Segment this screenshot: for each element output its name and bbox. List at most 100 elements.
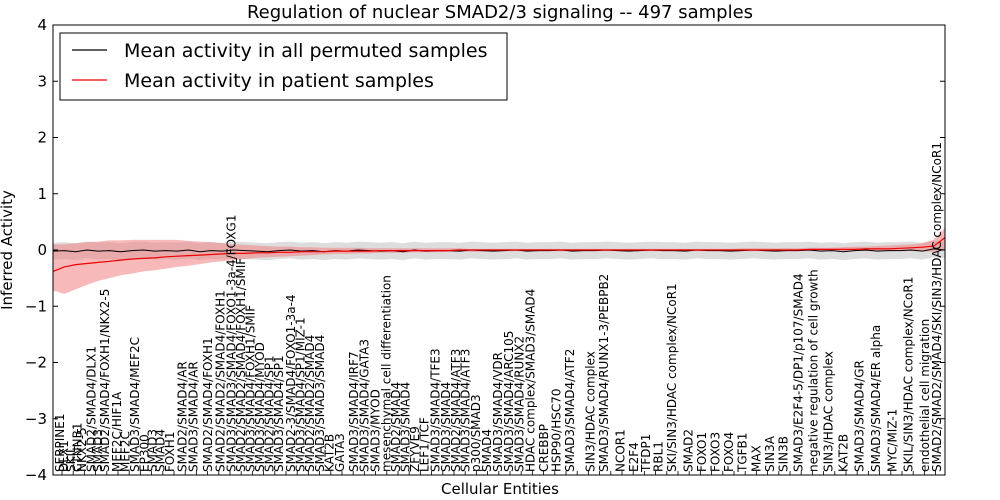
y-tick-label: 3 — [37, 72, 47, 90]
y-tick-label: 4 — [37, 16, 47, 34]
entity-label: SMAD3/SMAD4/VDR — [491, 352, 505, 472]
y-tick-label: −3 — [25, 410, 47, 428]
entity-label: SMAD3/SMAD4/SP1/MIZ-1 — [294, 317, 308, 472]
x-axis — [61, 471, 936, 475]
entity-label: SMAD3/SMAD4/FOXH1/SMIF — [243, 305, 257, 472]
entity-labels: SERPINE1DLX1SKILCTNNB1NKX2-5SMAD2/SMAD4/… — [53, 142, 944, 473]
entity-label: SIN3B — [777, 436, 791, 472]
y-tick-label: −1 — [25, 297, 47, 315]
entity-label: SMAD2/SMAD4/FOXH1 — [201, 337, 215, 472]
entity-label: CREBBP — [537, 424, 551, 472]
entity-label: HDAC complex/SMAD3/SMAD4 — [524, 289, 538, 472]
entity-label: FOXO4 — [722, 432, 736, 472]
entity-label: SMAD2/SMAD2/SMAD4/FOXH1/SMIF — [234, 258, 248, 472]
entity-label: SMAD3/SMAD4/AR — [186, 361, 200, 472]
legend-label-permuted: Mean activity in all permuted samples — [124, 40, 487, 62]
entity-label: DLX1 — [57, 440, 71, 472]
entity-label: SMAD3/E2F4-5/DP1/p107/SMAD4 — [792, 273, 806, 472]
entity-label: SMAD4 — [480, 429, 494, 472]
entity-label: FOXO1 — [695, 432, 709, 472]
entity-label: MEF2C/HIF1A — [110, 391, 124, 472]
y-tick-label: 0 — [37, 241, 47, 259]
entity-label: NCOR1 — [613, 429, 627, 472]
entity-label: SIN3A — [763, 435, 777, 472]
chart-title: Regulation of nuclear SMAD2/3 signaling … — [247, 2, 753, 23]
legend: Mean activity in all permuted samples Me… — [59, 32, 508, 101]
entity-label: LEF1/TCF — [418, 417, 432, 472]
entity-label: p300/SMAD3 — [469, 394, 483, 472]
entity-label: SKIL — [64, 446, 78, 472]
entity-label: SMAD2/SMAD4/DLX1 — [84, 346, 98, 472]
entity-label: SMAD3/SMAD4/SP1 — [272, 355, 286, 472]
entity-label: SMAD2/SMAD4/FOXH1/NKX2-5 — [98, 289, 112, 472]
entity-label: endothelial cell migration — [918, 319, 932, 472]
entity-label: SKIL/SIN3/HDAC complex/NCoR1 — [902, 277, 916, 472]
entity-label: SMAD3 — [91, 429, 105, 472]
entity-label: KAT2B — [836, 434, 850, 472]
entity-label: MYC/MIZ-1 — [885, 409, 899, 472]
patient-mean-line — [53, 237, 945, 272]
entity-label: SMAD3/SMAD4/TFE3 — [428, 348, 442, 472]
legend-box — [59, 32, 508, 101]
entity-label: KAT2B — [322, 434, 336, 472]
entity-label: NKX2-5 — [75, 427, 89, 472]
entity-label: SMAD2/SMAD4/ATF3 — [449, 349, 463, 472]
entity-label: MEF2C — [118, 431, 132, 472]
entity-label: SMAD3/SMAD4/MYOD — [253, 342, 267, 472]
entity-label: FOXO3 — [709, 432, 723, 472]
entity-label: SMAD3/MYOD — [369, 389, 383, 472]
entity-label: SMAD3/SMAD4/ARC105 — [502, 331, 516, 472]
entity-label: SERPINE1 — [53, 413, 67, 472]
entity-label: SMAD2-3/SMAD4/FOXO1-3a-4 — [284, 294, 298, 472]
entity-label: SMAD2/SMAD2/SMAD4/FOXH1 — [214, 290, 228, 472]
entity-label: TFDP1 — [639, 434, 653, 473]
legend-label-patient: Mean activity in patient samples — [124, 70, 434, 92]
lines-layer — [53, 237, 945, 272]
y-axis: −4 −3 −2 −1 0 1 2 3 4 — [25, 16, 945, 484]
entity-label: FOXH1 — [163, 432, 177, 472]
entity-label: RBL1 — [651, 441, 665, 472]
y-tick-label: 2 — [37, 129, 47, 147]
entity-label: SMAD3/SMAD3/SMAD4 — [313, 335, 327, 472]
entity-label: SIN3/HDAC complex — [583, 351, 597, 472]
entity-label: SMAD2/SMAD4/AR — [175, 361, 189, 472]
x-axis-label: Cellular Entities — [441, 480, 559, 498]
entity-label: SMAD2/SMAD2/SMAD4/SKI/SIN3/HDAC complex/… — [930, 142, 944, 472]
entity-label: SMAD2/SMAD4 — [389, 382, 403, 472]
entity-label: mesenchymal cell differentiation — [379, 275, 393, 472]
entity-label: GATA3 — [333, 433, 347, 472]
entity-label: SMAD3/SMAD4/GR — [853, 360, 867, 472]
entity-label: SMAD3/SMAD4/ATF2 — [563, 349, 577, 472]
entity-label: CTNNB1 — [71, 422, 85, 472]
entity-label: SMAD3/SMAD3/SMAD4/FOXO1-3a-4/FOXG1 — [224, 215, 238, 472]
entity-label: HSP90/HSC70 — [549, 389, 563, 472]
entity-label: SMAD3/SMAD4 — [398, 382, 412, 472]
entity-label: E2F4 — [627, 442, 641, 472]
entity-label: SKI/SIN3/HDAC complex/NCoR1 — [665, 283, 679, 472]
entity-label: SMAD2 — [681, 429, 695, 472]
entity-label: TGFB1 — [736, 433, 750, 473]
entity-label: ZFYVE9 — [408, 426, 422, 472]
entity-label: SMAD3/SMAD4/RUNX1-3/PEBPB2 — [597, 274, 611, 472]
y-axis-label: Inferred Activity — [0, 190, 16, 310]
entity-label: SMAD3 — [146, 429, 160, 472]
y-tick-label: −2 — [25, 354, 47, 372]
entity-label: SIN3/HDAC complex — [821, 351, 835, 472]
entity-label: SMAD3/SMAD4/IRF7 — [347, 351, 361, 472]
entity-label: EP300 — [137, 434, 151, 472]
entity-label: SMAD2/SMAD4/SP1 — [262, 355, 276, 472]
y-tick-label: 1 — [37, 185, 47, 203]
entity-label: SMAD3/SMAD4/ER alpha — [869, 325, 883, 472]
entity-label: SMAD3/SMAD4/GATA3 — [358, 339, 372, 472]
entity-label: SMAD3/SMAD4 — [439, 382, 453, 472]
entity-label: SMAD3/SMAD4/ATF3 — [458, 349, 472, 472]
entity-label: SMAD3/SMAD4/RUNX2 — [513, 336, 527, 472]
entity-label: MAX — [749, 445, 763, 472]
entity-label: SMAD4 — [154, 429, 168, 472]
entity-label: SMAD3/SMAD4/MEF2C — [128, 337, 142, 472]
y-tick-label: −4 — [25, 466, 47, 484]
entity-label: negative regulation of cell growth — [806, 269, 820, 472]
entity-label: SMAD2/SMAD2/SMAD4 — [303, 335, 317, 472]
